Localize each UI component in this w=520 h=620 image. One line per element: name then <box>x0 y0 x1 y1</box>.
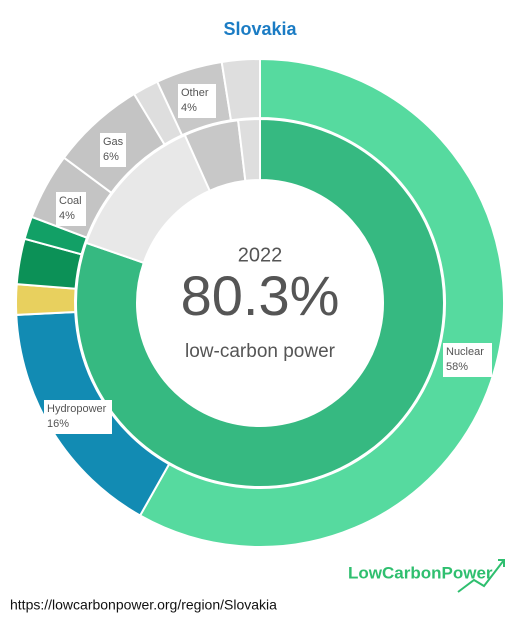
label-box <box>443 343 492 377</box>
segment-value-label: 4% <box>181 102 197 114</box>
segment-value-label: 4% <box>59 210 75 222</box>
segment-label: Other <box>181 87 209 99</box>
segment-label: Nuclear <box>446 346 484 358</box>
label-box <box>178 84 216 118</box>
brand-icon <box>457 559 505 593</box>
center-caption: low-carbon power <box>185 341 336 362</box>
chart-title: Slovakia <box>223 19 297 39</box>
inner-segment <box>236 117 261 182</box>
center-value: 80.3% <box>181 264 340 327</box>
segment-label: Gas <box>103 136 124 148</box>
segment-value-label: 58% <box>446 361 468 373</box>
label-box <box>100 133 126 167</box>
segment-value-label: 6% <box>103 151 119 163</box>
segment-value-label: 16% <box>47 418 69 430</box>
brand: LowCarbonPower <box>348 563 493 582</box>
label-box <box>44 400 112 434</box>
source-url: https://lowcarbonpower.org/region/Slovak… <box>10 597 277 613</box>
segment-label: Hydropower <box>47 403 107 415</box>
center-year: 2022 <box>238 244 283 266</box>
inner-segment <box>75 117 445 488</box>
segment-label: Coal <box>59 195 82 207</box>
label-box <box>56 192 86 226</box>
